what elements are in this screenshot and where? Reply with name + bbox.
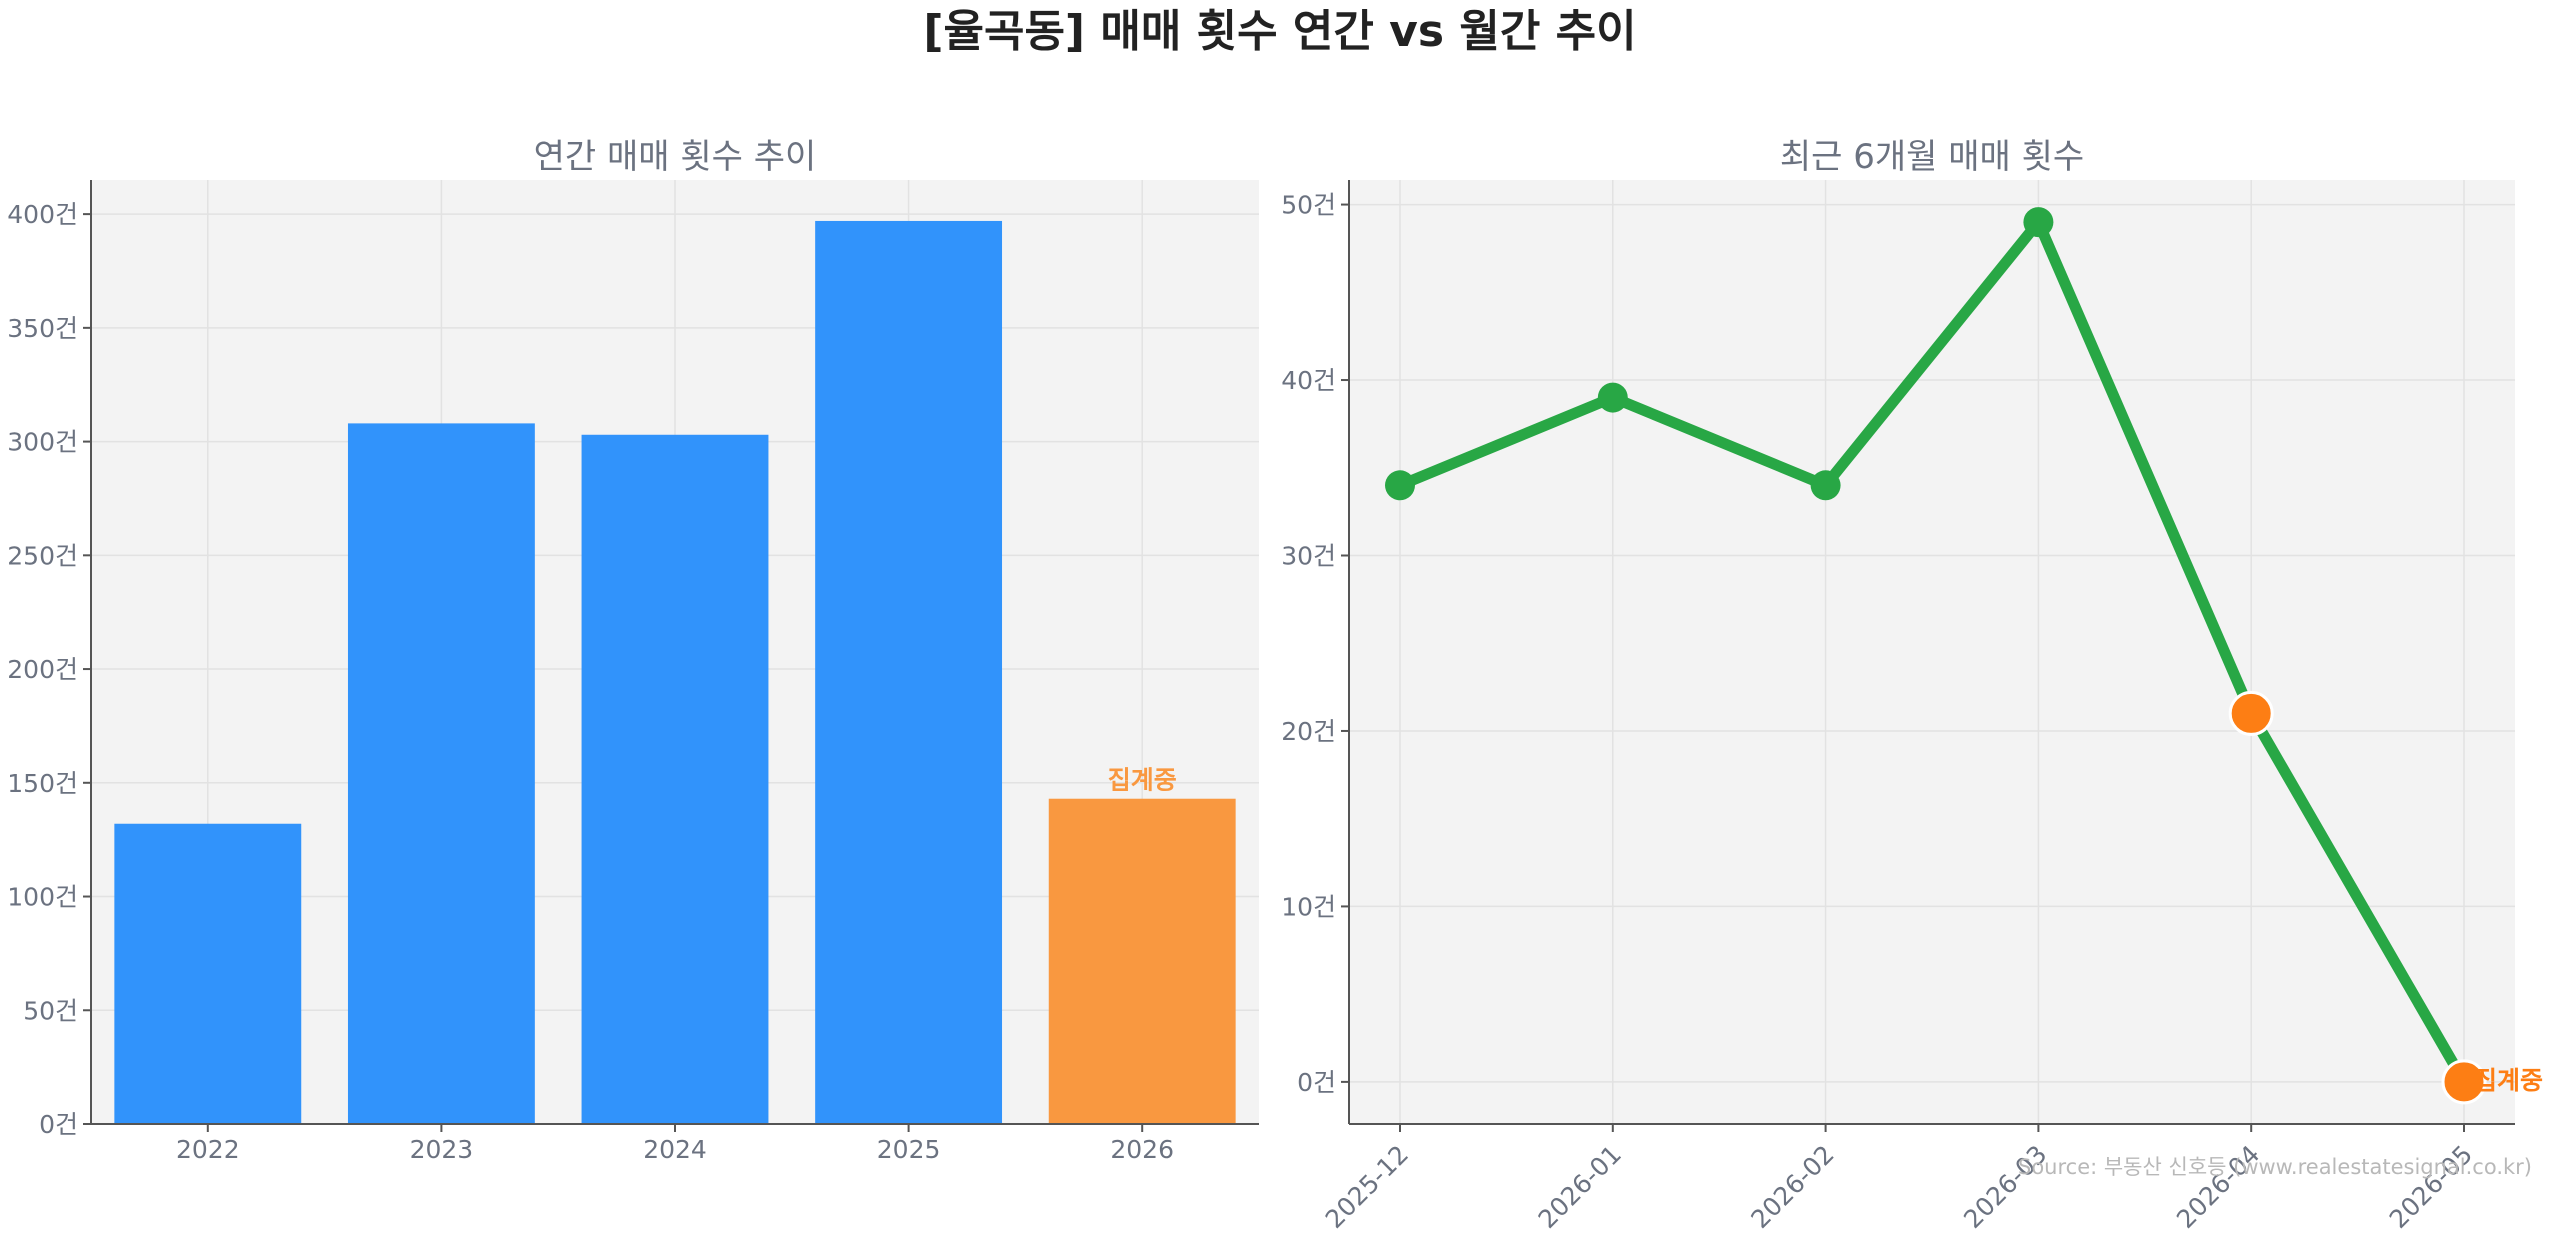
annual-y-tick-300: 300건	[7, 428, 78, 457]
annual-x-tick-2022: 2022	[176, 1135, 240, 1164]
annual-y-tick-200: 200건	[7, 655, 78, 684]
monthly-x-tick-2026-01: 2026-01	[1533, 1140, 1627, 1234]
annual-bar-2025	[815, 220, 1003, 1124]
monthly-point-2026-03	[2023, 207, 2054, 238]
monthly-plot-area	[1349, 180, 2515, 1124]
figure-title: [율곡동] 매매 횟수 연간 vs 월간 추이	[923, 6, 1637, 57]
monthly-x-ticks: 2025-12 2026-01 2026-02 2026-03 2026-04 2026-…	[1320, 1124, 2478, 1234]
monthly-point-2026-01	[1597, 382, 1628, 413]
monthly-axes	[1348, 180, 2515, 1125]
annual-y-tick-0: 0건	[39, 1110, 78, 1139]
monthly-y-tick-50: 50건	[1281, 191, 1336, 220]
annual-x-tick-2023: 2023	[410, 1135, 474, 1164]
monthly-point-2026-05	[2441, 1059, 2487, 1105]
annual-y-tick-350: 350건	[7, 314, 78, 343]
annual-bar-2022	[114, 823, 302, 1124]
monthly-y-ticks: 0건 10건 20건 30건 40건 50건	[1281, 191, 1349, 1097]
annual-x-tick-2026: 2026	[1110, 1135, 1174, 1164]
annual-x-tick-2024: 2024	[643, 1135, 707, 1164]
monthly-x-tick-2026-03: 2026-03	[1958, 1140, 2052, 1234]
monthly-series-line	[1397, 211, 2469, 1085]
monthly-point-2026-04	[2228, 690, 2274, 736]
annual-bar-2026	[1048, 798, 1236, 1124]
annual-y-ticks: 0건 50건 100건 150건 200건 250건 300건 350건 400건	[7, 200, 91, 1139]
monthly-y-tick-0: 0건	[1297, 1068, 1336, 1097]
monthly-line-chart: 2025-12 2026-01 2026-02 2026-03 2026-04 2026-…	[1281, 137, 2543, 1234]
annual-in-progress-label: 집계중	[1108, 766, 1177, 795]
annual-x-tick-2025: 2025	[877, 1135, 941, 1164]
annual-y-tick-250: 250건	[7, 541, 78, 570]
annual-y-tick-400: 400건	[7, 200, 78, 229]
monthly-chart-title: 최근 6개월 매매 횟수	[1780, 137, 2084, 177]
monthly-y-tick-30: 30건	[1281, 541, 1336, 570]
monthly-y-tick-40: 40건	[1281, 366, 1336, 395]
monthly-x-tick-2026-04: 2026-04	[2171, 1140, 2265, 1234]
annual-bar-chart: 2022 2023 2024 2025 2026 0건 50건 100건 150건 200건 25…	[7, 137, 1259, 1164]
annual-y-tick-150: 150건	[7, 769, 78, 798]
annual-chart-title: 연간 매매 횟수 추이	[534, 137, 817, 177]
monthly-in-progress-label: 집계중	[2474, 1066, 2543, 1095]
annual-y-tick-50: 50건	[23, 996, 78, 1025]
annual-x-ticks: 2022 2023 2024 2025 2026	[176, 1124, 1174, 1164]
monthly-grid	[1349, 180, 2515, 1124]
annual-y-tick-100: 100건	[7, 883, 78, 912]
monthly-point-2026-02	[1810, 470, 1841, 501]
source-note: Source: 부동산 신호등 (www.realestatesignal.co…	[2018, 1155, 2532, 1179]
monthly-point-2025-12	[1385, 470, 1415, 501]
monthly-y-tick-20: 20건	[1281, 717, 1336, 746]
annual-bar-2023	[347, 423, 535, 1124]
annual-bars	[114, 220, 1236, 1125]
monthly-x-tick-2026-05: 2026-05	[2384, 1140, 2478, 1234]
monthly-x-tick-2025-12: 2025-12	[1320, 1140, 1414, 1234]
monthly-y-tick-10: 10건	[1281, 892, 1336, 921]
annual-bar-2024	[581, 434, 769, 1125]
monthly-series	[1385, 207, 2487, 1105]
monthly-x-tick-2026-02: 2026-02	[1745, 1140, 1839, 1234]
